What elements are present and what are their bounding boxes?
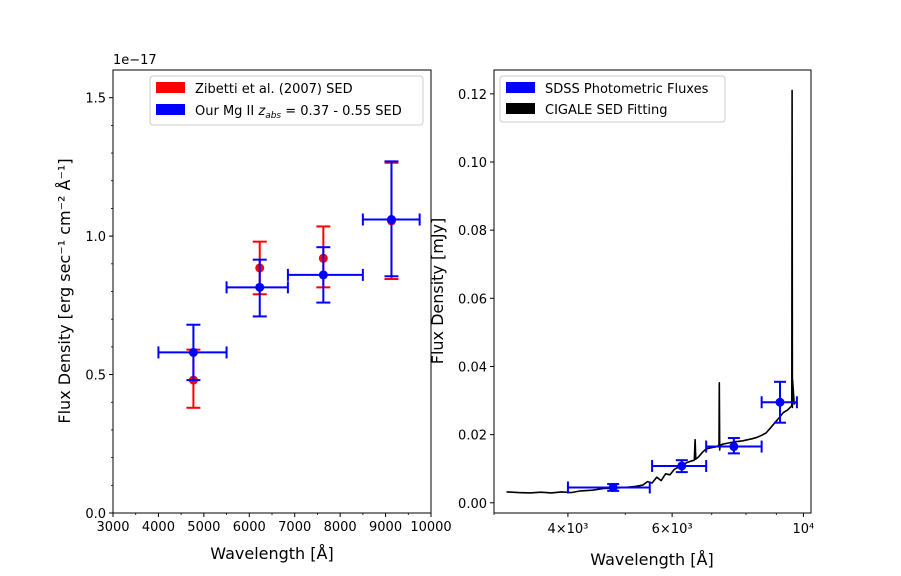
cigale-sed-line: [506, 89, 797, 494]
left-x-tick-label: 7000: [278, 520, 311, 535]
legend-label-mgii: Our Mg II zabs = 0.37 - 0.55 SED: [195, 104, 402, 121]
right-x-tick-label: 10⁴: [793, 522, 815, 537]
mgii-point: [255, 282, 265, 292]
left-y-tick-label: 0.5: [85, 369, 106, 384]
left-legend-box: [149, 75, 424, 126]
left-plot-marks: [157, 160, 421, 409]
legend-mgii-sub: abs: [265, 111, 281, 121]
left-offset-label: 1e−17: [113, 53, 157, 68]
legend-label-sdss: SDSS Photometric Fluxes: [545, 82, 709, 97]
left-x-tick-label: 10000: [410, 520, 451, 535]
right-y-tick-label: 0.06: [458, 292, 487, 307]
right-legend: SDSS Photometric Fluxes CIGALE SED Fitti…: [499, 75, 726, 123]
mgii-point: [318, 270, 328, 280]
right-legend-box: [499, 75, 726, 123]
legend-swatch-sdss: [506, 82, 535, 93]
right-x-ticks: 4×10³ 6×10³ 10⁴: [493, 513, 815, 537]
right-y-tick-label: 0.10: [458, 156, 487, 171]
right-y-axis-label: Flux Density [mJy]: [428, 218, 447, 365]
legend-swatch-zibetti: [156, 82, 185, 93]
left-x-tick-label: 4000: [142, 520, 175, 535]
left-y-tick-label: 1.0: [85, 230, 106, 245]
right-x-axis-label: Wavelength [Å]: [590, 550, 713, 569]
left-y-axis-label: Flux Density [erg sec⁻¹ cm⁻² Å⁻¹]: [55, 158, 74, 423]
right-x-tick-label: 6×10³: [652, 522, 693, 537]
left-legend: Zibetti et al. (2007) SED Our Mg II zabs…: [149, 75, 424, 126]
left-x-ticks: 3000 4000 5000 6000 7000 8000 9000 10000: [96, 513, 452, 535]
right-y-ticks: 0.00 0.02 0.04 0.06 0.08 0.10 0.12: [458, 88, 494, 512]
right-plot-marks: [506, 89, 798, 494]
legend-label-cigale: CIGALE SED Fitting: [545, 103, 668, 118]
left-axes-frame: [112, 69, 432, 514]
left-x-tick-label: 9000: [369, 520, 402, 535]
left-x-tick-label: 8000: [324, 520, 357, 535]
right-y-tick-label: 0.08: [458, 224, 487, 239]
left-x-tick-label: 5000: [187, 520, 220, 535]
legend-label-zibetti: Zibetti et al. (2007) SED: [195, 82, 353, 97]
legend-swatch-mgii: [156, 104, 185, 115]
left-x-tick-label: 3000: [96, 520, 129, 535]
legend-swatch-cigale: [506, 103, 535, 114]
left-y-tick-label: 0.0: [85, 507, 106, 522]
mgii-point: [188, 347, 198, 357]
right-panel: 4×10³ 6×10³ 10⁴ 0.000.020.040.060.080.100.…: [428, 69, 815, 569]
legend-mgii-z: z: [257, 104, 266, 119]
legend-mgii-suffix: = 0.37 - 0.55 SED: [281, 104, 402, 119]
left-panel: 3000 4000 5000 6000 7000 8000 9000 10000 0.0 0.5…: [55, 53, 452, 563]
right-y-tick-label: 0.12: [458, 88, 487, 103]
sdss-point: [729, 442, 739, 452]
legend-mgii-prefix: Our Mg II: [195, 104, 258, 119]
right-y-tick-label: 0.02: [458, 429, 487, 444]
right-axes-frame: [493, 69, 812, 514]
sdss-point: [775, 397, 785, 407]
sdss-point: [677, 461, 687, 471]
sdss-point: [608, 482, 618, 492]
mgii-point: [386, 215, 396, 225]
left-y-ticks: 0.0 0.5 1.0 1.5: [85, 92, 113, 522]
left-x-tick-label: 6000: [233, 520, 266, 535]
right-y-tick-label: 0.04: [458, 360, 487, 375]
right-x-tick-label: 4×10³: [547, 522, 588, 537]
left-x-axis-label: Wavelength [Å]: [210, 544, 333, 563]
right-y-tick-label: 0.00: [458, 497, 487, 512]
left-y-tick-label: 1.5: [85, 92, 106, 107]
